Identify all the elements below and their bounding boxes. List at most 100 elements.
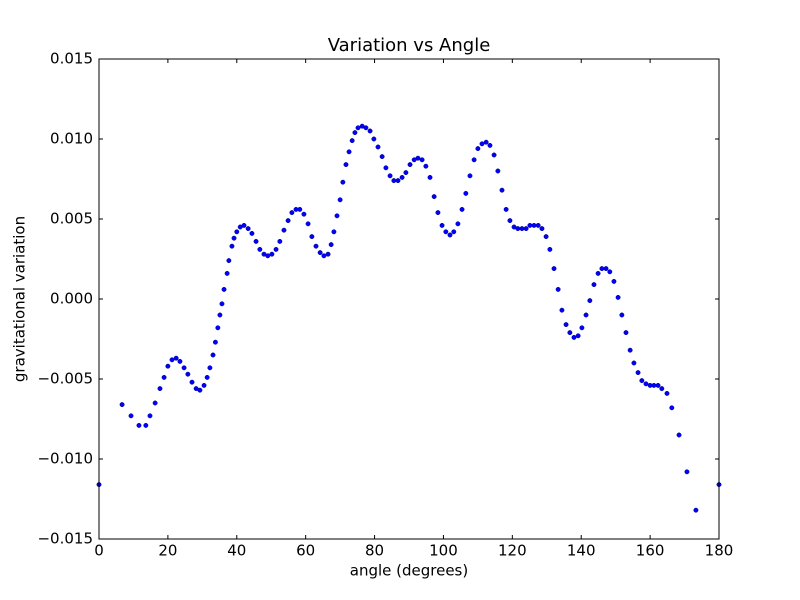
point — [515, 226, 521, 232]
point — [269, 251, 275, 257]
point — [459, 206, 465, 212]
point — [559, 307, 565, 313]
point — [136, 422, 142, 428]
y-tick-label: 0.010 — [50, 130, 93, 148]
point — [289, 210, 295, 216]
point — [355, 125, 361, 131]
point — [507, 218, 513, 224]
point — [334, 213, 340, 219]
point — [281, 227, 287, 233]
point — [152, 400, 158, 406]
point — [185, 371, 191, 377]
point — [547, 246, 553, 252]
point — [607, 269, 613, 275]
point — [543, 234, 549, 240]
point — [346, 149, 352, 155]
x-tick-label: 160 — [636, 542, 665, 560]
point — [321, 253, 327, 259]
point — [253, 238, 259, 244]
point — [231, 235, 237, 241]
point — [383, 165, 389, 171]
point — [439, 222, 445, 228]
point — [451, 229, 457, 235]
x-tick-label: 60 — [296, 542, 315, 560]
point — [313, 243, 319, 249]
point — [591, 282, 597, 288]
point — [277, 238, 283, 244]
point — [587, 298, 593, 304]
point — [161, 374, 167, 380]
point — [535, 222, 541, 228]
point — [371, 136, 377, 142]
point — [551, 266, 557, 272]
point — [391, 178, 397, 184]
point — [475, 146, 481, 152]
point — [157, 386, 163, 392]
point — [423, 163, 429, 169]
point — [217, 312, 223, 318]
x-tick-label: 80 — [365, 542, 384, 560]
point — [128, 413, 134, 419]
point — [177, 358, 183, 364]
point — [491, 152, 497, 158]
point — [204, 374, 210, 380]
point — [427, 174, 433, 180]
point — [328, 242, 334, 248]
point — [447, 232, 453, 238]
point — [499, 187, 505, 193]
point — [143, 422, 149, 428]
y-tick-label: −0.015 — [37, 530, 93, 548]
point — [257, 246, 263, 252]
point — [435, 210, 441, 216]
point — [297, 206, 303, 212]
point — [431, 194, 437, 200]
point — [455, 221, 461, 227]
x-tick-label: 100 — [429, 542, 458, 560]
point — [415, 155, 421, 161]
point — [181, 365, 187, 371]
point — [301, 211, 307, 217]
point — [664, 390, 670, 396]
point — [619, 312, 625, 318]
point — [627, 347, 633, 353]
point — [165, 363, 171, 369]
point — [615, 294, 621, 300]
point — [119, 402, 125, 408]
point — [579, 325, 585, 331]
point — [212, 339, 218, 345]
point — [207, 365, 213, 371]
point — [197, 387, 203, 393]
point — [495, 168, 501, 174]
point — [331, 229, 337, 235]
point — [367, 128, 373, 134]
point — [305, 221, 311, 227]
x-tick-label: 180 — [705, 542, 734, 560]
point — [483, 139, 489, 145]
point — [224, 270, 230, 276]
point — [567, 330, 573, 336]
point — [379, 154, 385, 160]
point — [655, 382, 661, 388]
point — [210, 352, 216, 358]
point — [623, 330, 629, 336]
point — [399, 174, 405, 180]
point — [635, 370, 641, 376]
point — [631, 360, 637, 366]
point — [219, 301, 225, 307]
y-tick-label: 0.015 — [50, 50, 93, 68]
point — [340, 179, 346, 185]
point — [487, 142, 493, 148]
point — [343, 162, 349, 168]
point — [479, 141, 485, 147]
plot-frame — [98, 58, 720, 540]
point — [226, 258, 232, 264]
point — [611, 278, 617, 284]
point — [639, 378, 645, 384]
point — [599, 266, 605, 272]
point — [603, 266, 609, 272]
x-tick-label: 120 — [498, 542, 527, 560]
point — [555, 286, 561, 292]
